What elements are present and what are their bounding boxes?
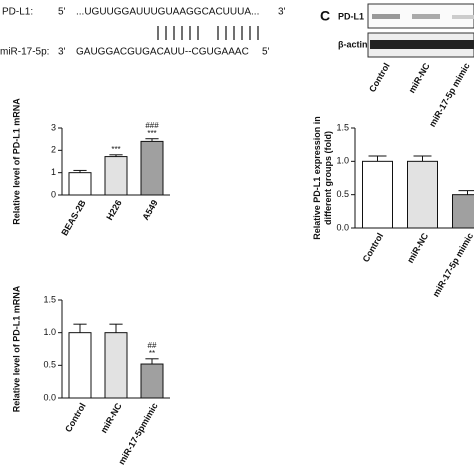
y-tick-label: 1.0 (43, 327, 56, 337)
target-3: 3' (278, 7, 286, 18)
bar (140, 140, 164, 196)
x-tick-label: Control (361, 231, 386, 264)
x-tick-label: A549 (140, 198, 159, 222)
y-axis-label: Relative PD-L1 expression in (312, 116, 322, 240)
y-tick-label: 1.5 (336, 122, 349, 132)
mirna-name: miR-17-5p: (0, 47, 49, 58)
y-tick-label: 1 (51, 167, 56, 177)
y-tick-label: 2 (51, 145, 56, 155)
bar (362, 160, 393, 229)
panel-label: C (320, 8, 330, 24)
y-tick-label: 3 (51, 122, 56, 132)
blot-row-label: PD-L1 (338, 11, 364, 21)
mirna-5: 5' (262, 47, 270, 58)
bar (407, 160, 438, 229)
x-tick-label: miR-NC (99, 401, 124, 435)
significance-marker: *** (147, 129, 156, 138)
y-axis-label: different groups (fold) (323, 131, 333, 225)
significance-marker: ## (148, 341, 157, 350)
blot-lane-label: miR-17-5p mimic (427, 61, 472, 128)
significance-marker: ### (145, 121, 159, 130)
blot-row-label: β-actin (338, 39, 368, 49)
y-tick-label: 1.5 (43, 294, 56, 304)
blot-lane-label: Control (367, 61, 392, 94)
bar (68, 172, 92, 196)
pairing-lines (157, 26, 259, 40)
y-tick-label: 0.0 (43, 392, 56, 402)
target-name: PD-L1: (2, 7, 33, 18)
blot-band (452, 15, 474, 19)
target-seq: ...UGUUGGAUUUGUAAGGCACUUUA... (76, 7, 259, 18)
x-tick-label: miR-NC (405, 231, 430, 265)
significance-marker: ** (149, 349, 155, 358)
x-tick-label: BEAS-2B (59, 198, 88, 238)
bar (452, 194, 474, 229)
mirna-3: 3' (58, 47, 66, 58)
y-tick-label: 1.0 (336, 156, 349, 166)
y-tick-label: 0.0 (336, 222, 349, 232)
bar (104, 332, 128, 399)
blot-band (412, 14, 440, 19)
y-axis-label: Relative level of PD-L1 mRNA (11, 98, 21, 225)
y-tick-label: 0.5 (336, 189, 349, 199)
bar (104, 156, 128, 196)
bar (140, 363, 164, 399)
y-axis-label: Relative level of PD-L1 mRNA (11, 285, 21, 412)
blot-lane-label: miR-NC (407, 61, 432, 95)
x-tick-label: Control (63, 401, 88, 434)
bar (68, 332, 92, 399)
x-tick-label: H226 (104, 198, 123, 222)
y-tick-label: 0.5 (43, 360, 56, 370)
blot-band (370, 40, 474, 49)
x-tick-label: miR-17-5p mimic (431, 231, 474, 298)
blot-band (372, 14, 400, 19)
target-5: 5' (58, 7, 66, 18)
y-tick-label: 0 (51, 189, 56, 199)
x-tick-label: miR-17-5pmimic (116, 401, 159, 466)
significance-marker: *** (111, 145, 120, 154)
mirna-seq: GAUGGACGUGACAUU--CGUGAAAC (76, 47, 249, 58)
